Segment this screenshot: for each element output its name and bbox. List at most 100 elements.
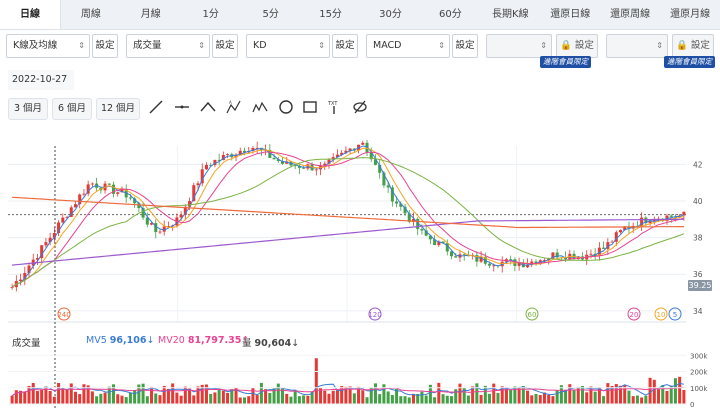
candle-body [145,217,149,225]
candle-body [445,243,449,252]
volume-bar [226,392,230,404]
locked-settings-button-1[interactable]: 🔒 設定 [556,34,598,58]
horizontal-line-icon[interactable] [172,99,192,119]
locked-settings-label: 設定 [690,40,710,51]
locked-indicator-select-1[interactable]: ⇕ [486,34,552,58]
volume-bar [471,386,475,404]
volume-bar [44,386,48,404]
volume-bar [407,397,411,404]
candle-body [462,254,466,256]
volume-tick-label: 300k [690,352,708,360]
candle-body [614,232,618,242]
volume-bar [133,390,137,404]
range-6-month-button[interactable]: 6 個月 [52,98,92,120]
tab-2[interactable]: 月線 [140,9,161,20]
tab-8[interactable]: 長期K線 [492,9,529,20]
candle-body [242,150,246,153]
range-3-month-button[interactable]: 3 個月 [8,98,48,120]
candle-body [221,154,225,161]
ma120-line [12,218,684,266]
fibonacci-circle-icon[interactable] [276,99,296,119]
candle-body [188,201,192,207]
volume-bar [597,387,601,404]
kd-settings-button[interactable]: 設定 [332,34,358,58]
candle-body [90,183,94,185]
macd-settings-button[interactable]: 設定 [452,34,478,58]
candle-body [424,230,428,236]
candle-body [137,203,141,209]
volume-bar [534,393,538,404]
select-arrow-icon: ⇕ [198,41,205,50]
candle-body [526,264,530,268]
volume-select[interactable]: 成交量 ⇕ [126,34,210,58]
candle-body [302,167,306,169]
kd-select[interactable]: KD ⇕ [246,34,330,58]
tab-4[interactable]: 5分 [262,9,279,20]
volume-settings-button[interactable]: 設定 [212,34,238,58]
volume-bar [238,397,242,404]
candle-body [192,185,196,202]
candle-body [183,206,187,215]
tab-10[interactable]: 還原周線 [610,9,651,20]
locked-indicator-select-2[interactable]: ⇕ [606,34,668,58]
svg-text:A: A [229,100,232,105]
volume-bar [411,393,415,404]
tab-1[interactable]: 周線 [80,9,101,20]
tab-3[interactable]: 1分 [202,9,219,20]
mv5-value: 96,106 [109,335,147,346]
rectangle-icon[interactable] [300,99,320,119]
tab-7[interactable]: 60分 [439,9,462,20]
locked-settings-label: 設定 [574,40,594,51]
candle-body [386,185,390,188]
mv5-arrow: ↓ [146,335,155,346]
angle-icon[interactable] [198,99,218,119]
volume-bar [635,395,639,404]
range-12-month-button[interactable]: 12 個月 [96,98,140,120]
volume-bar [281,387,285,404]
candle-body [52,232,56,238]
volume-mv20-line [11,386,684,397]
volume-bar [492,383,496,404]
ma-marker-60 [525,307,539,321]
volume-bar [450,396,454,404]
tab-5[interactable]: 15分 [319,9,342,20]
volume-bar [302,395,306,404]
volume-bar [551,396,555,404]
volume-bar [200,384,204,404]
tab-0[interactable]: 日線 [0,0,61,29]
macd-select-value: MACD [373,40,402,51]
volume-tick-label: 100k [690,385,708,393]
volume-bar [141,383,145,404]
volume-bar [357,386,361,404]
candle-body [420,229,424,231]
hide-drawings-icon[interactable] [350,99,370,119]
trend-line-icon[interactable] [146,99,166,119]
candle-body [323,163,327,166]
tab-6[interactable]: 30分 [379,9,402,20]
text-tool-icon[interactable]: TXT [324,99,344,119]
candle-body [378,164,382,173]
main-chart-select[interactable]: K線及均線 ⇕ [6,34,90,58]
candle-body [120,189,124,193]
candle-body [619,230,623,233]
volume-bar [99,393,103,404]
candle-body [555,252,559,258]
abc-pattern-icon[interactable]: A [224,99,244,119]
volume-bar [420,391,424,404]
candle-body [416,218,420,230]
macd-select[interactable]: MACD ⇕ [366,34,450,58]
locked-settings-button-2[interactable]: 🔒 設定 [672,34,714,58]
candle-body [437,241,441,246]
candle-body [281,161,285,164]
volume-bar [35,391,39,404]
volume-bar [221,390,225,404]
tab-9[interactable]: 還原日線 [550,9,591,20]
volume-bar [542,392,546,404]
main-chart-settings-button[interactable]: 設定 [92,34,118,58]
stock-chart[interactable]: 42 40 38 36 34 300k 200k 100k 0 240 120 60 20 10 5 [0,130,720,408]
wave-pattern-icon[interactable] [250,99,270,119]
volume-bar [445,395,449,404]
volume-bar [606,383,610,404]
tab-11[interactable]: 還原月線 [670,9,711,20]
volume-bar [382,384,386,404]
